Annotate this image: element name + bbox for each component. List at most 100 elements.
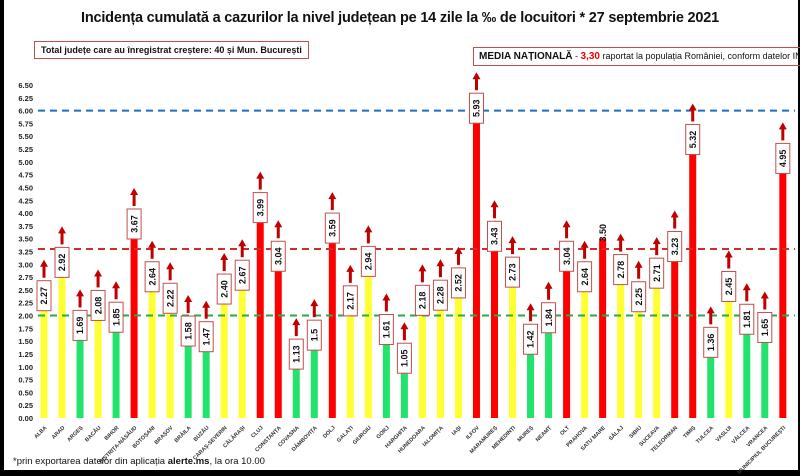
increase-arrow-head bbox=[688, 103, 697, 111]
value-label: 2.28 bbox=[436, 286, 446, 304]
increase-arrow-head bbox=[382, 293, 391, 301]
value-label: 2.17 bbox=[346, 292, 356, 310]
value-label: 1.05 bbox=[400, 349, 410, 367]
y-tick-label: 0.25 bbox=[18, 401, 33, 410]
value-label: 1.36 bbox=[706, 334, 716, 352]
category-label: GORJ bbox=[376, 425, 391, 440]
value-label-box bbox=[180, 315, 196, 347]
increase-arrow-shaft bbox=[420, 270, 424, 283]
bar bbox=[563, 262, 571, 418]
increase-arrow-head bbox=[76, 289, 85, 297]
category-label: BRĂILA bbox=[173, 424, 193, 444]
y-tick-label: 4.25 bbox=[18, 196, 33, 205]
increase-arrow-shaft bbox=[438, 265, 442, 278]
value-label-box bbox=[360, 245, 376, 277]
increase-arrow-shaft bbox=[727, 256, 731, 269]
bar bbox=[418, 306, 426, 418]
y-tick-label: 5.50 bbox=[18, 132, 33, 141]
increase-arrow-shaft bbox=[456, 252, 460, 265]
increase-arrow-head bbox=[274, 220, 283, 228]
increase-arrow-shaft bbox=[114, 287, 118, 300]
y-tick-label: 5.25 bbox=[18, 145, 33, 154]
category-label: SIBIU bbox=[628, 425, 643, 440]
y-tick-label: 1.00 bbox=[18, 363, 33, 372]
category-label: ARGEȘ bbox=[66, 425, 84, 443]
y-tick-label: 3.00 bbox=[18, 260, 33, 269]
increase-arrow-head bbox=[184, 295, 193, 303]
bar bbox=[112, 323, 120, 418]
bar bbox=[743, 325, 751, 418]
value-label-box bbox=[559, 240, 575, 272]
bar bbox=[725, 292, 733, 418]
y-tick-label: 6.25 bbox=[18, 94, 33, 103]
value-label: 1.58 bbox=[183, 322, 193, 340]
y-tick-label: 3.75 bbox=[18, 222, 33, 231]
increase-arrow-shaft bbox=[709, 312, 713, 325]
y-tick-label: 3.25 bbox=[18, 248, 33, 257]
national-average-dash: - bbox=[572, 51, 581, 61]
value-label-box bbox=[324, 212, 340, 244]
y-tick-label: 1.25 bbox=[18, 350, 33, 359]
bar bbox=[184, 337, 192, 418]
increase-arrow-shaft bbox=[673, 216, 677, 229]
value-label-box bbox=[54, 246, 70, 278]
increase-arrow-head bbox=[742, 283, 751, 291]
value-label-box bbox=[306, 319, 322, 351]
bar bbox=[400, 364, 408, 418]
value-label: 4.95 bbox=[778, 150, 788, 168]
value-label: 2.92 bbox=[57, 254, 67, 272]
category-label: OLT bbox=[559, 425, 571, 437]
increase-arrow-head bbox=[670, 210, 679, 218]
increase-arrow-head bbox=[58, 226, 67, 234]
category-label: ILFOV bbox=[465, 425, 481, 441]
category-label: ARAD bbox=[51, 425, 66, 440]
increase-arrow-shaft bbox=[781, 128, 785, 141]
value-label: 2.27 bbox=[39, 287, 49, 305]
value-label: 2.40 bbox=[219, 280, 229, 298]
category-label: IAȘI bbox=[451, 425, 463, 437]
value-label: 1.81 bbox=[742, 311, 752, 329]
increase-arrow-head bbox=[130, 187, 139, 195]
increase-arrow-shaft bbox=[763, 297, 767, 310]
value-label: 3.67 bbox=[129, 215, 139, 233]
value-label-box bbox=[234, 259, 250, 291]
footnote-source: alerte.ms bbox=[167, 456, 210, 467]
increase-arrow-shaft bbox=[474, 78, 478, 91]
increase-arrow-shaft bbox=[276, 226, 280, 239]
value-label: 1.5 bbox=[310, 329, 320, 342]
increase-arrow-shaft bbox=[402, 328, 406, 341]
increase-arrow-shaft bbox=[42, 265, 46, 278]
value-label-box bbox=[577, 261, 593, 293]
bar bbox=[58, 268, 66, 418]
bar bbox=[527, 345, 535, 418]
value-label: 2.71 bbox=[652, 264, 662, 282]
increase-arrow-head bbox=[580, 240, 589, 248]
value-label-box bbox=[270, 240, 286, 272]
bar bbox=[76, 331, 84, 418]
increase-arrow-head bbox=[238, 239, 247, 247]
y-tick-label: 6.00 bbox=[18, 107, 33, 116]
increase-arrow-head bbox=[526, 303, 535, 311]
increase-arrow-head bbox=[94, 269, 103, 277]
value-label: 2.67 bbox=[237, 266, 247, 284]
value-label: 2.45 bbox=[724, 278, 734, 296]
increase-arrow-head bbox=[400, 322, 409, 330]
y-tick-label: 1.50 bbox=[18, 337, 33, 346]
bar bbox=[509, 278, 517, 418]
total-increase-note: Total județe care au înregistrat creșter… bbox=[34, 41, 309, 59]
value-label-box bbox=[685, 123, 701, 155]
value-label-box bbox=[108, 301, 124, 333]
bar bbox=[454, 288, 462, 418]
value-label-box bbox=[541, 302, 557, 334]
value-label-box bbox=[739, 303, 755, 335]
y-tick-label: 4.75 bbox=[18, 171, 33, 180]
value-label-box bbox=[487, 220, 502, 252]
bar bbox=[148, 282, 156, 418]
increase-arrow-shaft bbox=[366, 231, 370, 244]
value-label-box bbox=[523, 323, 539, 355]
y-tick-label: 5.00 bbox=[18, 158, 33, 167]
increase-arrow-head bbox=[724, 250, 733, 258]
bar bbox=[689, 145, 697, 418]
increase-arrow-shaft bbox=[583, 246, 587, 259]
y-tick-label: 0.00 bbox=[18, 414, 33, 423]
